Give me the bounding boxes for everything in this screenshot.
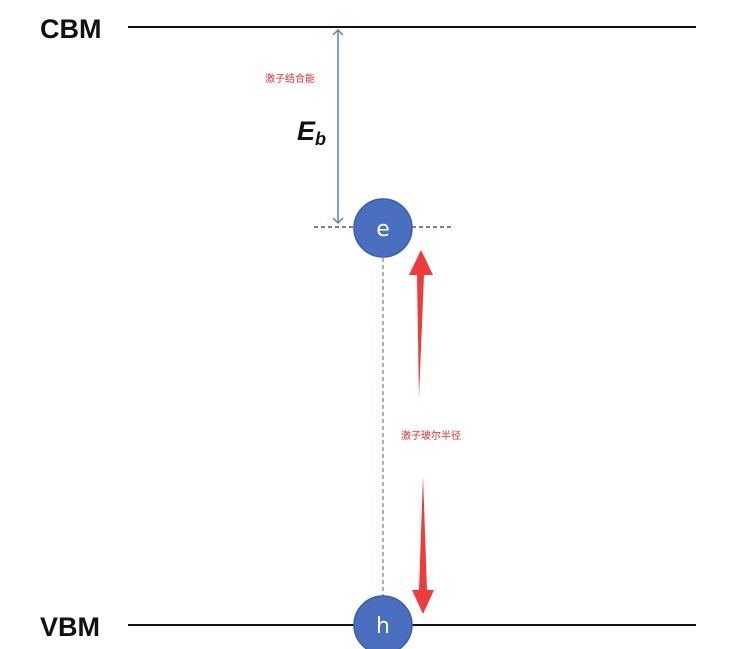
cbm-label: CBM xyxy=(40,14,102,44)
electron-circle xyxy=(353,198,413,258)
bohr-radius-down-arrow xyxy=(412,476,434,614)
binding-energy-symbol-main: E xyxy=(297,116,316,146)
bohr-radius-caption: 激子玻尔半径 xyxy=(401,429,461,442)
electron-label: e xyxy=(376,217,390,242)
binding-energy-caption: 激子结合能 xyxy=(265,72,315,85)
bohr-radius-up-arrow xyxy=(409,250,433,398)
hole-label: h xyxy=(376,614,390,639)
binding-energy-symbol: Eb xyxy=(297,116,326,149)
hole-circle xyxy=(353,595,413,649)
vbm-label: VBM xyxy=(40,612,100,642)
binding-energy-symbol-subscript: b xyxy=(315,129,326,149)
